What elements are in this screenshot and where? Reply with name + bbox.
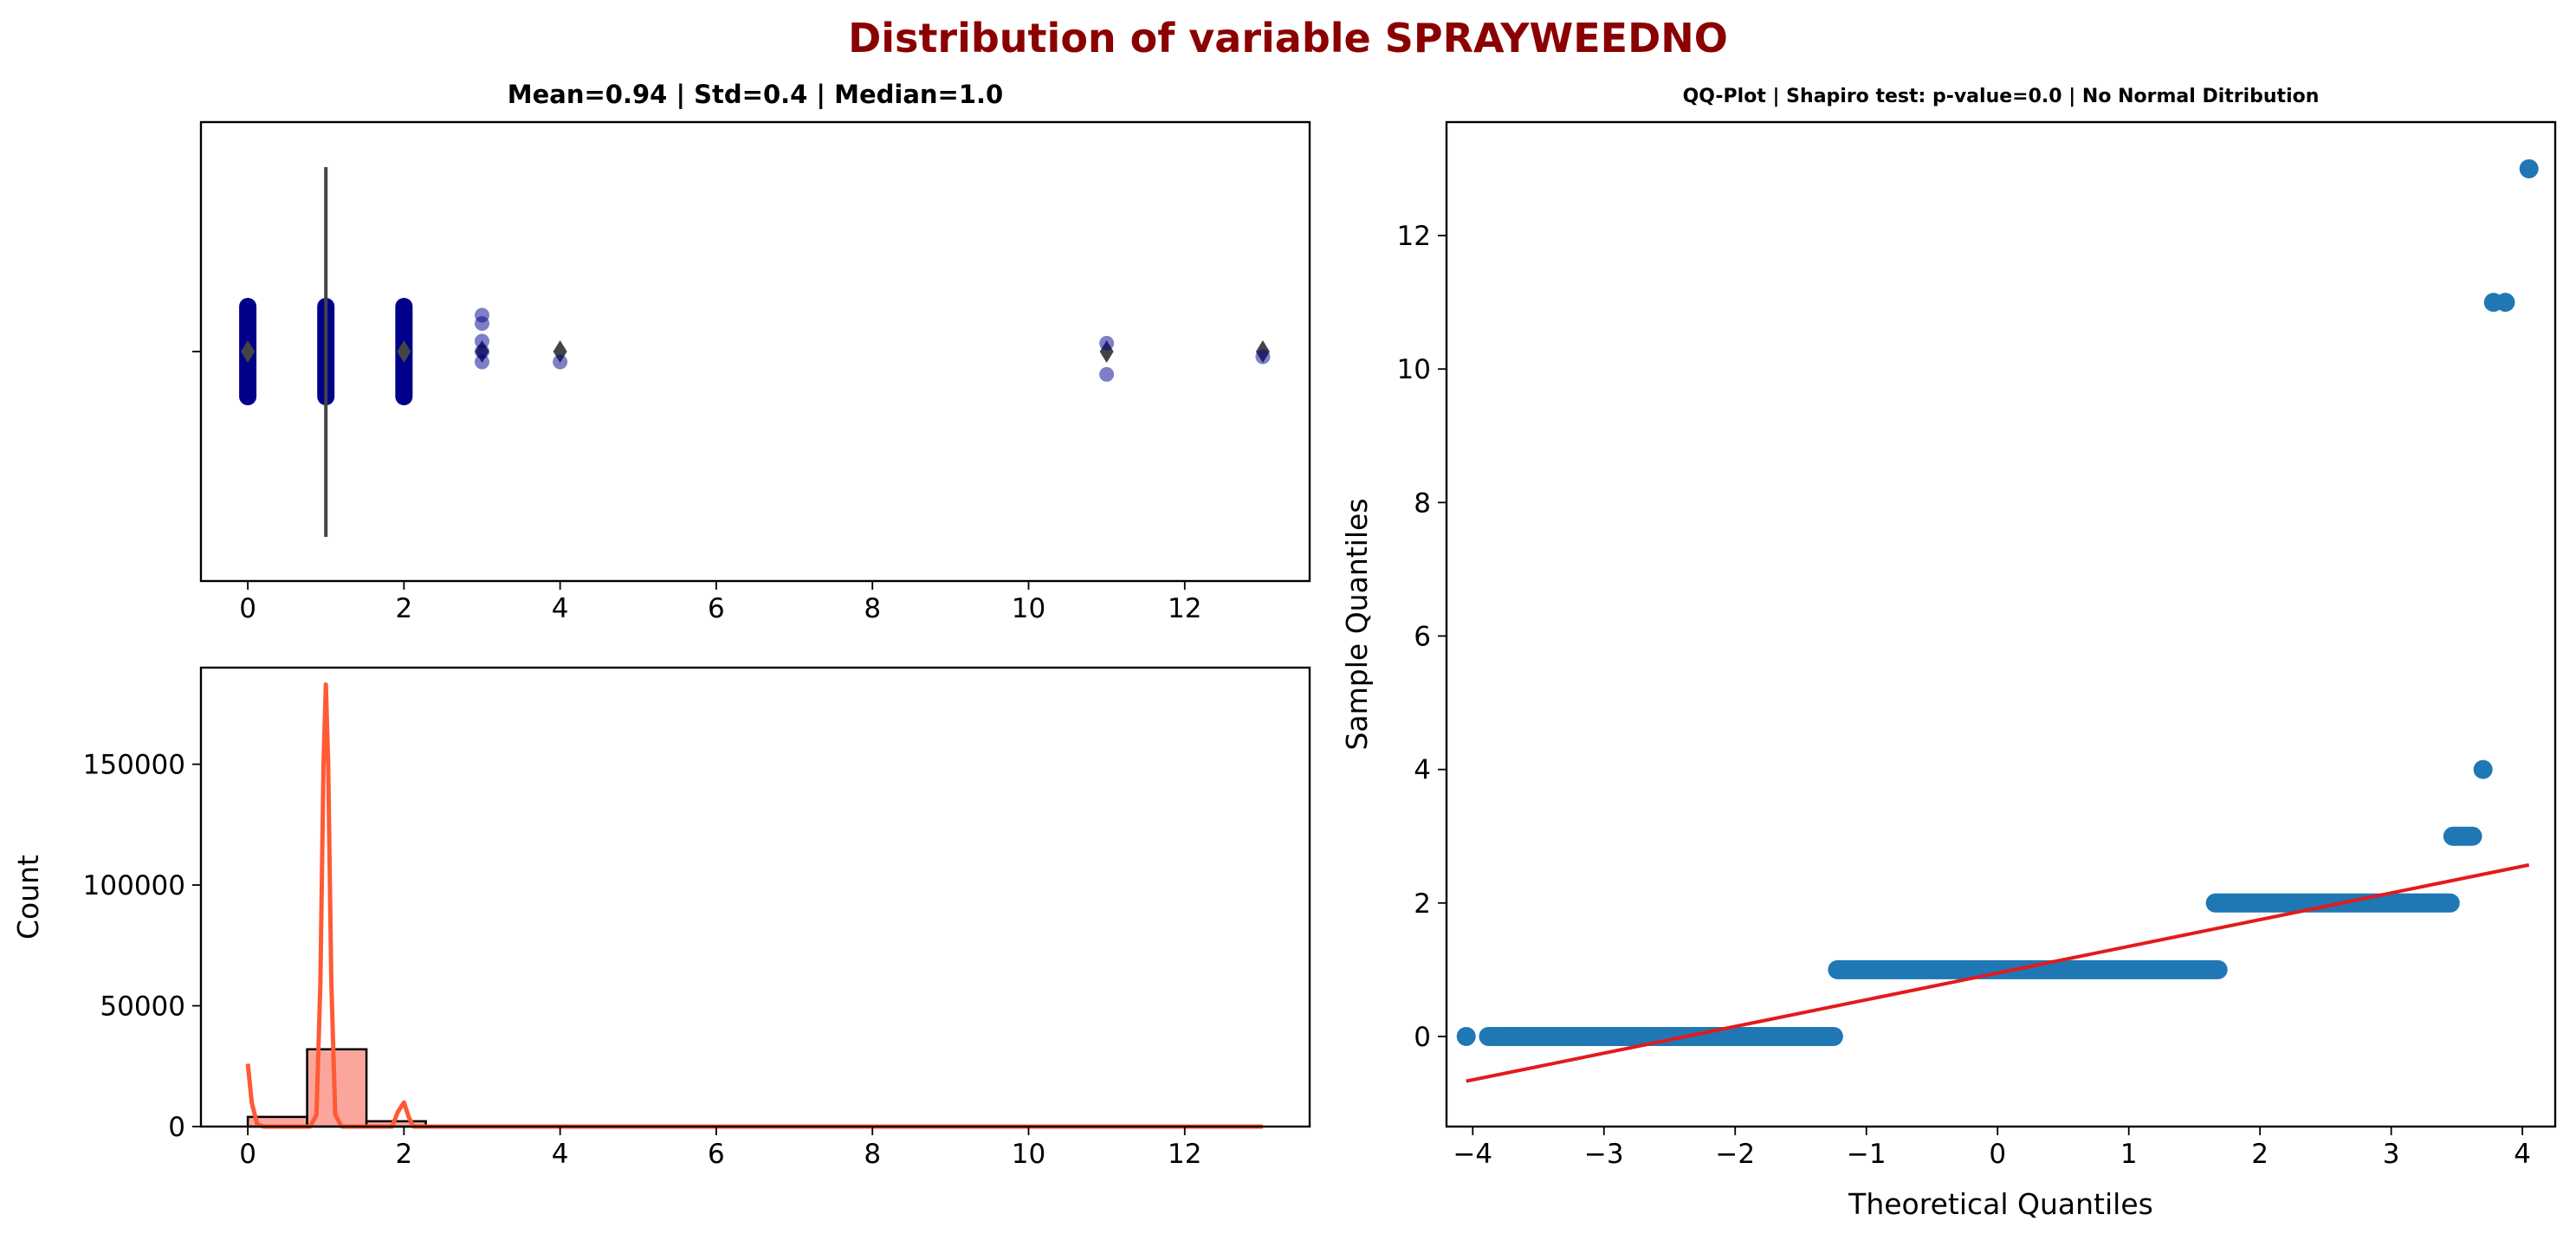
y-tick-label: 4 [1414,755,1431,786]
strip-point [1099,335,1115,351]
x-tick-label: 8 [864,593,881,624]
histogram-axes: 0 2 4 6 8 10 12 0 50000 100000 150000 Count [11,666,1311,1170]
x-tick-label: 2 [2251,1139,2269,1170]
x-tick-label: 4 [552,1139,569,1170]
y-tick-label: 2 [1414,888,1431,920]
x-tick-label: 10 [1012,1139,1045,1170]
y-tick-label: 8 [1414,488,1431,519]
x-tick-label: 2 [395,593,412,624]
x-axis-label: Theoretical Quantiles [1848,1187,2153,1221]
outlier-marker [397,340,411,363]
qq-point [1456,1026,1476,1046]
x-tick-label: −2 [1715,1139,1755,1170]
x-tick-label: 8 [864,1139,881,1170]
y-tick-label: 0 [168,1112,185,1143]
qq-reference-line [1466,862,2530,1083]
strip-point [475,316,490,332]
boxplot-axes: Mean=0.94 | Std=0.4 | Median=1.0 0 2 4 6 8 10 1… [192,80,1311,624]
x-tick-label: −4 [1453,1139,1492,1170]
x-tick-label: 0 [1989,1139,2006,1170]
outlier-marker [241,340,256,363]
y-tick-label: 6 [1414,621,1431,652]
qqplot-axes: QQ-Plot | Shapiro test: p-value=0.0 | No… [1340,86,2557,1221]
x-tick-label: 12 [1168,1139,1201,1170]
x-tick-label: 3 [2383,1139,2400,1170]
qq-point [2444,826,2464,846]
x-tick-label: −3 [1584,1139,1624,1170]
y-tick-label: 100000 [83,870,185,901]
strip-point [553,354,568,370]
strip-point [475,333,490,349]
qq-point [2495,293,2515,313]
figure-title: Distribution of variable SPRAYWEEDNO [848,15,1728,61]
qqplot-frame [1445,120,2557,1128]
y-axis-label: Count [11,855,45,940]
strip-point [1255,349,1271,365]
x-tick-label: 0 [239,593,256,624]
strip-point [1099,366,1115,382]
x-tick-label: 6 [708,1139,725,1170]
x-tick-label: 1 [2120,1139,2138,1170]
strip-point [475,354,490,370]
qq-point [2473,759,2493,779]
x-tick-label: 0 [239,1139,256,1170]
x-tick-label: 10 [1012,593,1045,624]
x-tick-label: −1 [1847,1139,1887,1170]
y-tick-label: 10 [1397,354,1431,385]
y-tick-label: 150000 [83,750,185,781]
boxplot-title: Mean=0.94 | Std=0.4 | Median=1.0 [508,80,1003,109]
strip-point [475,344,490,359]
x-tick-label: 4 [552,593,569,624]
x-tick-label: 12 [1168,593,1201,624]
histogram-frame [199,666,1311,1128]
qq-point [2519,158,2539,178]
x-tick-label: 6 [708,593,725,624]
y-tick-label: 50000 [100,991,185,1023]
qq-point [1479,1026,1498,1046]
qq-point [1502,1026,1522,1046]
qqplot-title: QQ-Plot | Shapiro test: p-value=0.0 | No… [1683,86,2320,107]
x-tick-label: 4 [2514,1139,2531,1170]
x-tick-label: 2 [395,1139,412,1170]
y-tick-label: 0 [1414,1022,1431,1053]
y-axis-label: Sample Quantiles [1340,498,1374,750]
y-tick-label: 12 [1397,221,1431,252]
